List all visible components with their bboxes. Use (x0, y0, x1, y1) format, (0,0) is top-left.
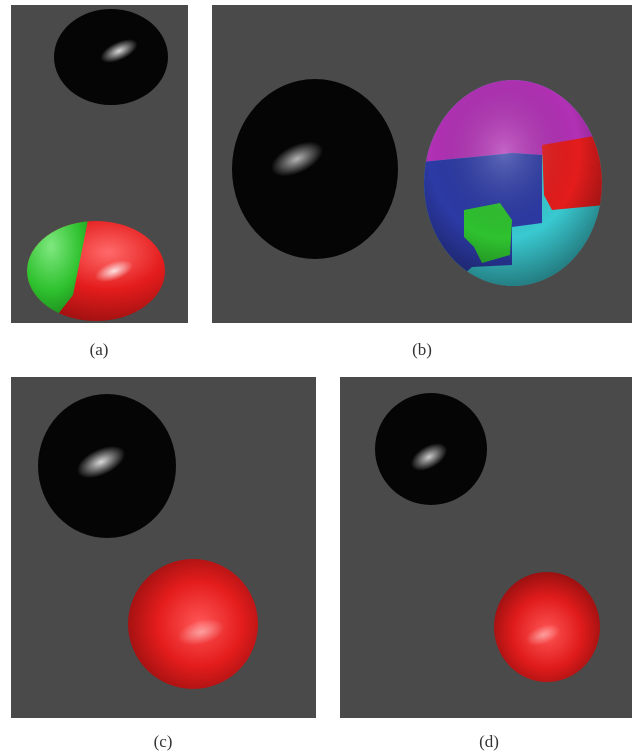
panel-d-image (340, 377, 632, 718)
panel-a-image (11, 5, 188, 323)
panel-b-image (212, 5, 632, 323)
caption-b: (b) (412, 340, 432, 359)
caption-d: (d) (479, 732, 499, 751)
black-sphere (232, 79, 398, 259)
caption-a: (a) (89, 340, 109, 359)
caption-c: (c) (153, 732, 173, 751)
panel-c-image (11, 377, 316, 718)
